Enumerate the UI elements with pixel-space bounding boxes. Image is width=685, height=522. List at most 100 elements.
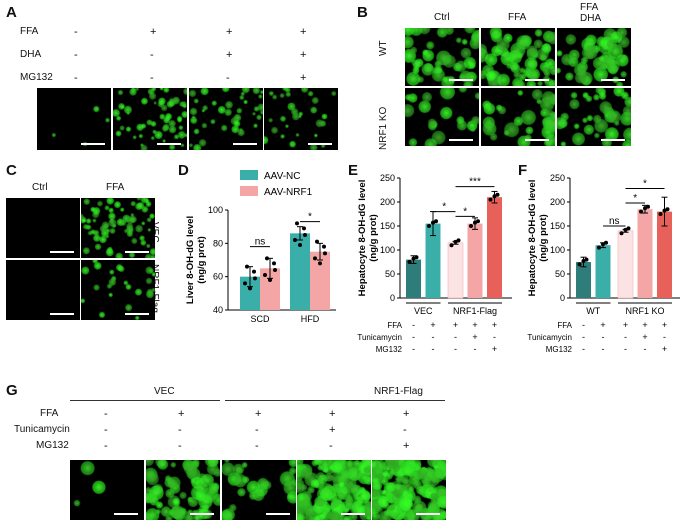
- panel-a-sign: -: [150, 72, 154, 84]
- panel-b-micrograph: [557, 88, 631, 146]
- condition-sign: -: [432, 332, 435, 342]
- data-point: [295, 221, 299, 226]
- scale-bar: [81, 143, 105, 145]
- panel-b-micrograph: [481, 28, 555, 86]
- scale-bar: [50, 313, 74, 315]
- panel-c-col-ffa: FFA: [106, 182, 125, 193]
- y-tick-label: 100: [208, 205, 223, 215]
- data-point: [313, 256, 317, 261]
- scale-bar: [601, 139, 625, 141]
- panel-c-label: C: [6, 162, 17, 179]
- condition-sign: -: [624, 344, 627, 354]
- data-point: [273, 268, 277, 272]
- significance-label: ns: [255, 237, 266, 248]
- data-point: [658, 212, 663, 216]
- data-point: [303, 233, 307, 237]
- panel-c-micrograph: [81, 198, 155, 258]
- condition-row-label: MG132: [546, 345, 573, 354]
- panel-a-sign: -: [226, 72, 230, 84]
- data-point: [626, 226, 631, 231]
- data-point: [427, 224, 431, 228]
- panel-b-micrograph: [481, 88, 555, 146]
- data-point: [414, 255, 419, 260]
- panel-b-row-wt: WT: [378, 40, 389, 56]
- bar: [290, 233, 310, 310]
- data-point: [623, 227, 628, 232]
- data-point: [469, 224, 473, 228]
- panel-a-row-dha: DHA: [20, 49, 42, 60]
- data-point: [323, 251, 327, 256]
- panel-b-micrograph: [405, 28, 479, 86]
- panel-g-sign: -: [255, 424, 259, 436]
- panel-a-micrograph: [113, 88, 187, 150]
- y-tick-label: 50: [385, 269, 395, 279]
- condition-sign: +: [492, 320, 497, 330]
- y-tick-label: 250: [550, 173, 565, 183]
- condition-sign: +: [472, 332, 477, 342]
- bar: [595, 245, 611, 298]
- panel-a-micrograph: [189, 88, 263, 150]
- data-point: [293, 238, 297, 242]
- chart-d: 40 60 80 100 Liver 8-OH-dG level (ng/g prot) A…: [185, 170, 336, 324]
- bar: [260, 268, 280, 310]
- panel-g-micrograph: [372, 460, 446, 520]
- bar: [637, 209, 653, 298]
- x-group-label: NRF1-Flag: [453, 306, 497, 316]
- condition-sign: +: [662, 344, 667, 354]
- panel-a-sign: -: [74, 72, 78, 84]
- data-point: [411, 256, 416, 261]
- y-tick-label: 150: [550, 221, 565, 231]
- panel-b-col-ffa: FFA: [508, 12, 527, 23]
- y-axis-label-line1: Liver 8-OH-dG level: [185, 216, 196, 304]
- data-point: [662, 208, 667, 213]
- condition-sign: +: [623, 320, 628, 330]
- scale-bar: [50, 251, 74, 253]
- panel-g-sign: -: [104, 424, 108, 436]
- panel-b-row-nrf1ko: NRF1 KO: [378, 106, 389, 150]
- significance-label: *: [643, 179, 647, 190]
- scale-bar: [266, 513, 290, 515]
- scale-bar: [449, 79, 473, 81]
- data-point: [488, 197, 493, 202]
- data-point: [265, 256, 269, 261]
- condition-row-label: FFA: [387, 321, 402, 330]
- scale-bar: [525, 79, 549, 81]
- panel-g-sign: -: [178, 440, 182, 452]
- panel-a-sign: -: [74, 49, 78, 61]
- y-tick-label: 0: [560, 293, 565, 303]
- bar: [617, 230, 634, 299]
- scale-bar: [125, 251, 149, 253]
- bar: [576, 262, 591, 298]
- panel-c-micrograph: [6, 260, 80, 320]
- panel-g-row-mg132: MG132: [36, 440, 69, 451]
- condition-sign: -: [454, 344, 457, 354]
- data-point: [643, 206, 647, 211]
- x-group-label: NRF1 KO: [625, 306, 664, 316]
- scale-bar: [114, 513, 138, 515]
- condition-sign: -: [602, 332, 605, 342]
- panel-a-sign: +: [226, 26, 233, 38]
- data-point: [302, 226, 306, 231]
- data-point: [665, 207, 670, 212]
- data-point: [639, 209, 643, 214]
- bar: [447, 242, 464, 299]
- condition-row-label: Tunicamycin: [527, 333, 572, 342]
- panel-b-micrograph: [557, 28, 631, 86]
- bar: [406, 259, 421, 298]
- panel-g-sign: +: [255, 408, 262, 420]
- condition-sign: -: [663, 332, 666, 342]
- data-point: [248, 286, 252, 291]
- scale-bar: [125, 313, 149, 315]
- bar: [487, 197, 502, 298]
- legend-label: AAV-NRF1: [264, 187, 313, 198]
- panel-a-label: A: [6, 4, 17, 21]
- condition-sign: -: [412, 332, 415, 342]
- y-axis-label-line1: Hepatocyte 8-OH-dG level: [527, 180, 538, 297]
- panel-b-label: B: [357, 4, 368, 21]
- panel-a-sign: -: [150, 49, 154, 61]
- panel-g-sign: +: [329, 424, 336, 436]
- panel-g-sign: -: [255, 440, 259, 452]
- legend-swatch: [240, 170, 258, 180]
- chart-e: 0 50 100 150 200 250 Hepatocyte 8-OH-dG level(…: [357, 173, 512, 354]
- data-point: [268, 278, 272, 282]
